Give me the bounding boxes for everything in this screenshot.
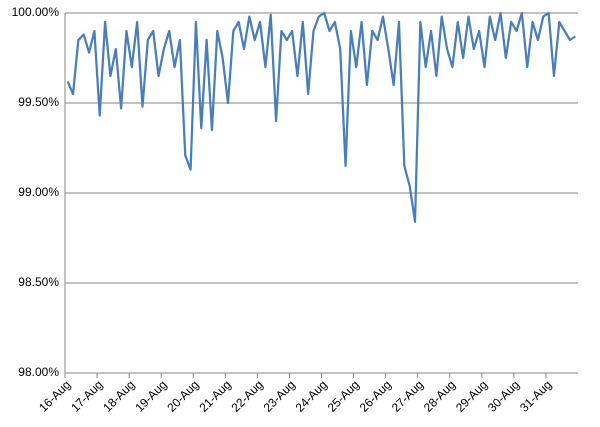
x-tick-label: 20-Aug <box>164 377 201 414</box>
data-line <box>66 11 576 223</box>
y-tick-label: 98.50% <box>18 275 59 289</box>
x-tick-label: 30-Aug <box>485 377 522 414</box>
x-tick-label: 25-Aug <box>325 377 362 414</box>
x-tick-label: 16-Aug <box>36 377 73 414</box>
x-tick-label: 17-Aug <box>68 377 105 414</box>
x-tick-label: 22-Aug <box>228 377 265 414</box>
y-tick-label: 99.00% <box>18 185 59 199</box>
x-tick-label: 19-Aug <box>132 377 169 414</box>
x-tick-label: 26-Aug <box>357 377 394 414</box>
x-tick-label: 18-Aug <box>100 377 137 414</box>
x-tick-label: 23-Aug <box>261 377 298 414</box>
x-tick-label: 24-Aug <box>293 377 330 414</box>
x-tick-label: 27-Aug <box>389 377 426 414</box>
y-tick-label: 100.00% <box>12 5 60 19</box>
y-tick-label: 99.50% <box>18 95 59 109</box>
x-tick-label: 31-Aug <box>517 377 554 414</box>
x-tick-label: 28-Aug <box>421 377 458 414</box>
x-tick-label: 29-Aug <box>453 377 490 414</box>
x-tick-label: 21-Aug <box>196 377 233 414</box>
y-tick-label: 98.00% <box>18 365 59 379</box>
